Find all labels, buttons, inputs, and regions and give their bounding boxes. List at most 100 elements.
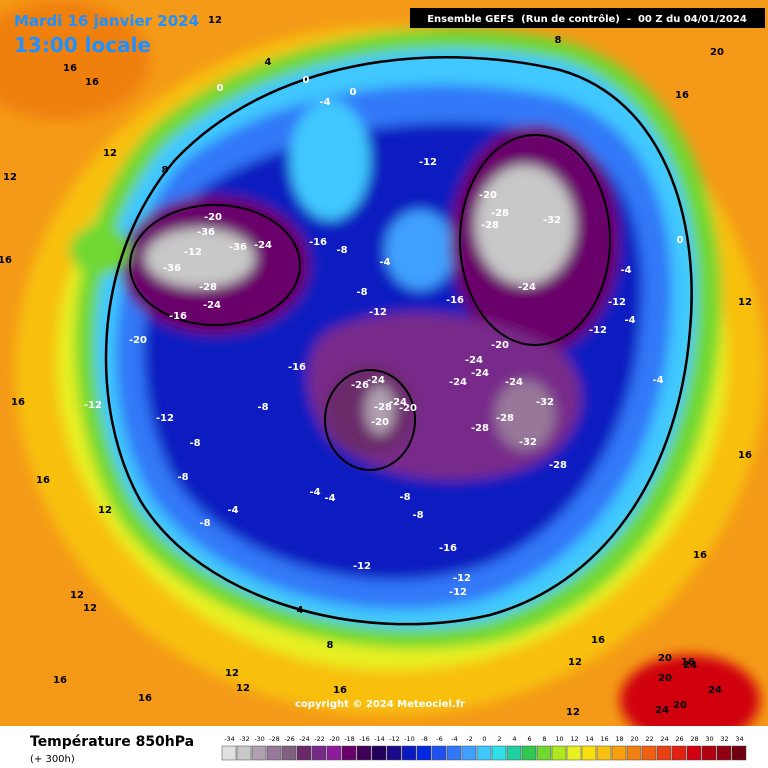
scale-swatch: [371, 745, 387, 761]
contour-label: -8: [399, 492, 410, 503]
contour-label: -8: [412, 510, 423, 521]
contour-label: 16: [693, 550, 707, 561]
contour-label: 24: [655, 705, 669, 716]
scale-tick-label: -6: [436, 735, 442, 743]
contour-label: -4: [319, 97, 330, 108]
contour-label: -16: [288, 362, 306, 373]
contour-label: -8: [199, 518, 210, 529]
scale-tick-label: 24: [660, 735, 668, 743]
contour-label: 16: [0, 255, 12, 266]
scale-tick-label: 30: [705, 735, 713, 743]
scale-tick-label: -34: [224, 735, 235, 743]
scale-swatch: [686, 745, 702, 761]
contour-label: 8: [555, 35, 562, 46]
scale-swatch: [236, 745, 252, 761]
contour-label: -12: [184, 247, 202, 258]
scale-swatch: [401, 745, 417, 761]
contour-label: -28: [471, 423, 489, 434]
contour-label: -28: [481, 220, 499, 231]
contour-label: -12: [156, 413, 174, 424]
contour-label: -20: [371, 417, 389, 428]
scale-swatch: [551, 745, 567, 761]
scale-swatch: [266, 745, 282, 761]
contour-label: -4: [227, 505, 238, 516]
contour-label: -32: [519, 437, 537, 448]
contour-label: 12: [98, 505, 112, 516]
contour-label: 12: [208, 15, 222, 26]
scale-tick-label: -16: [359, 735, 370, 743]
contour-label: 0: [303, 75, 310, 86]
contour-label: 16: [11, 397, 25, 408]
scale-tick-label: -10: [404, 735, 415, 743]
contour-label: -24: [505, 377, 523, 388]
contour-label: -36: [163, 263, 181, 274]
contour-label: 16: [63, 63, 77, 74]
scale-swatch: [416, 745, 432, 761]
contour-label: -32: [543, 215, 561, 226]
contour-label: 12: [236, 683, 250, 694]
scale-swatch: [566, 745, 582, 761]
scale-tick-label: 10: [555, 735, 563, 743]
scale-tick-label: 6: [527, 735, 531, 743]
contour-label: -20: [129, 335, 147, 346]
contour-label: -16: [169, 311, 187, 322]
scale-swatch: [431, 745, 447, 761]
contour-label: 16: [138, 693, 152, 704]
scale-swatch: [716, 745, 732, 761]
scale-swatch: [656, 745, 672, 761]
scale-tick-label: -4: [451, 735, 457, 743]
contour-label: -12: [369, 307, 387, 318]
scale-swatch: [251, 745, 267, 761]
contour-label: 20: [658, 653, 672, 664]
contour-label: -12: [84, 400, 102, 411]
scale-swatch: [491, 745, 507, 761]
contour-label: 24: [708, 685, 722, 696]
contour-label: -16: [309, 237, 327, 248]
scale-swatch: [326, 745, 342, 761]
scale-swatch: [506, 745, 522, 761]
scale-swatch: [461, 745, 477, 761]
contour-label: 4: [265, 57, 272, 68]
legend-subtitle: (+ 300h): [30, 754, 75, 765]
contour-label: 16: [53, 675, 67, 686]
contour-label: 12: [83, 603, 97, 614]
scale-swatch: [281, 745, 297, 761]
contour-label: -28: [549, 460, 567, 471]
contour-label: 16: [675, 90, 689, 101]
contour-label: 4: [297, 605, 304, 616]
contour-label: 16: [591, 635, 605, 646]
scale-tick-label: -28: [269, 735, 280, 743]
scale-tick-label: 34: [735, 735, 743, 743]
contour-label: -28: [491, 208, 509, 219]
contour-label: -28: [496, 413, 514, 424]
contour-label: -28: [374, 402, 392, 413]
contour-label: 12: [70, 590, 84, 601]
scale-tick-label: -14: [374, 735, 385, 743]
contour-label: -20: [204, 212, 222, 223]
contour-label: -24: [471, 368, 489, 379]
contour-label: -8: [257, 402, 268, 413]
contour-label: -4: [309, 487, 320, 498]
contour-label: 16: [85, 77, 99, 88]
contour-label: -24: [254, 240, 272, 251]
contour-label: 20: [710, 47, 724, 58]
contour-label: 12: [3, 172, 17, 183]
contour-label: -8: [336, 245, 347, 256]
contour-label: 0: [217, 83, 224, 94]
contour-label: 16: [36, 475, 50, 486]
contour-label: -16: [446, 295, 464, 306]
copyright: copyright © 2024 Meteociel.fr: [295, 699, 465, 710]
contour-label: -16: [439, 543, 457, 554]
scale-tick-label: 2: [497, 735, 501, 743]
contour-label: 0: [350, 87, 357, 98]
contour-label: -36: [197, 227, 215, 238]
contour-label: 16: [681, 657, 695, 668]
scale-swatch: [641, 745, 657, 761]
scale-tick-label: 4: [512, 735, 516, 743]
scale-swatch: [221, 745, 237, 761]
scale-swatch: [386, 745, 402, 761]
model-box: [410, 8, 765, 28]
scale-swatch: [446, 745, 462, 761]
contour-label: -24: [389, 397, 407, 408]
